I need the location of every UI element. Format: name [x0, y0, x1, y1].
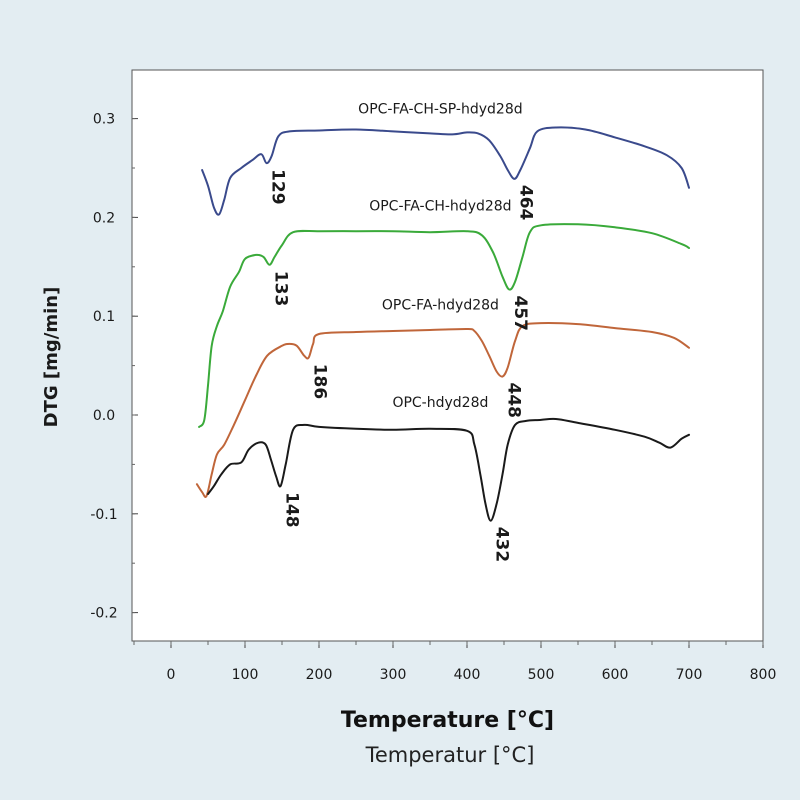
peak-label: 186	[310, 364, 330, 400]
peak-label: 129	[268, 169, 288, 205]
series-name-label: OPC-FA-CH-hdyd28d	[369, 198, 511, 214]
x-tick-label: 800	[750, 667, 777, 683]
peak-labels: 129 464 133 457 186 448 148 432	[268, 169, 536, 562]
x-axis-label: Temperature [°C]	[340, 708, 555, 733]
y-axis: -0.2 -0.1 0.0 0.1 0.2 0.3	[90, 112, 138, 622]
y-tick-label: 0.1	[93, 309, 115, 325]
peak-label: 457	[510, 296, 530, 332]
y-axis-label: DTG [mg/min]	[41, 287, 62, 428]
x-tick-label: 0	[167, 667, 176, 683]
series-labels: OPC-FA-CH-SP-hdyd28d OPC-FA-CH-hdyd28d OPC…	[358, 102, 522, 411]
y-tick-label: -0.1	[90, 507, 117, 523]
series-lines	[195, 126, 690, 522]
x-tick-label: 200	[306, 667, 333, 683]
peak-label: 133	[270, 271, 290, 307]
series-line-3	[207, 417, 690, 522]
y-tick-label: 0.0	[93, 408, 115, 424]
x-tick-label: 400	[454, 667, 481, 683]
series-line-1	[198, 223, 690, 428]
x-tick-label: 300	[380, 667, 407, 683]
x-axis-label-translation: Temperatur [°C]	[365, 743, 535, 767]
x-tick-label: 700	[676, 667, 703, 683]
plot-area	[131, 69, 764, 642]
x-tick-label: 500	[528, 667, 555, 683]
series-name-label: OPC-FA-CH-SP-hdyd28d	[358, 102, 522, 118]
x-tick-label: 100	[232, 667, 259, 683]
peak-label: 432	[492, 527, 512, 563]
y-tick-label: 0.2	[93, 210, 115, 226]
series-line-2	[195, 322, 690, 498]
series-line-0	[201, 126, 690, 216]
x-axis: 0 100 200 300 400 500 600 700 800	[133, 641, 777, 683]
peak-label: 148	[282, 492, 302, 527]
x-tick-label: 600	[602, 667, 629, 683]
peak-label: 448	[504, 383, 524, 419]
peak-label: 464	[515, 185, 535, 221]
series-name-label: OPC-FA-hdyd28d	[382, 297, 499, 313]
series-name-label: OPC-hdyd28d	[392, 395, 488, 411]
y-tick-label: 0.3	[93, 112, 115, 128]
y-tick-label: -0.2	[90, 606, 117, 622]
